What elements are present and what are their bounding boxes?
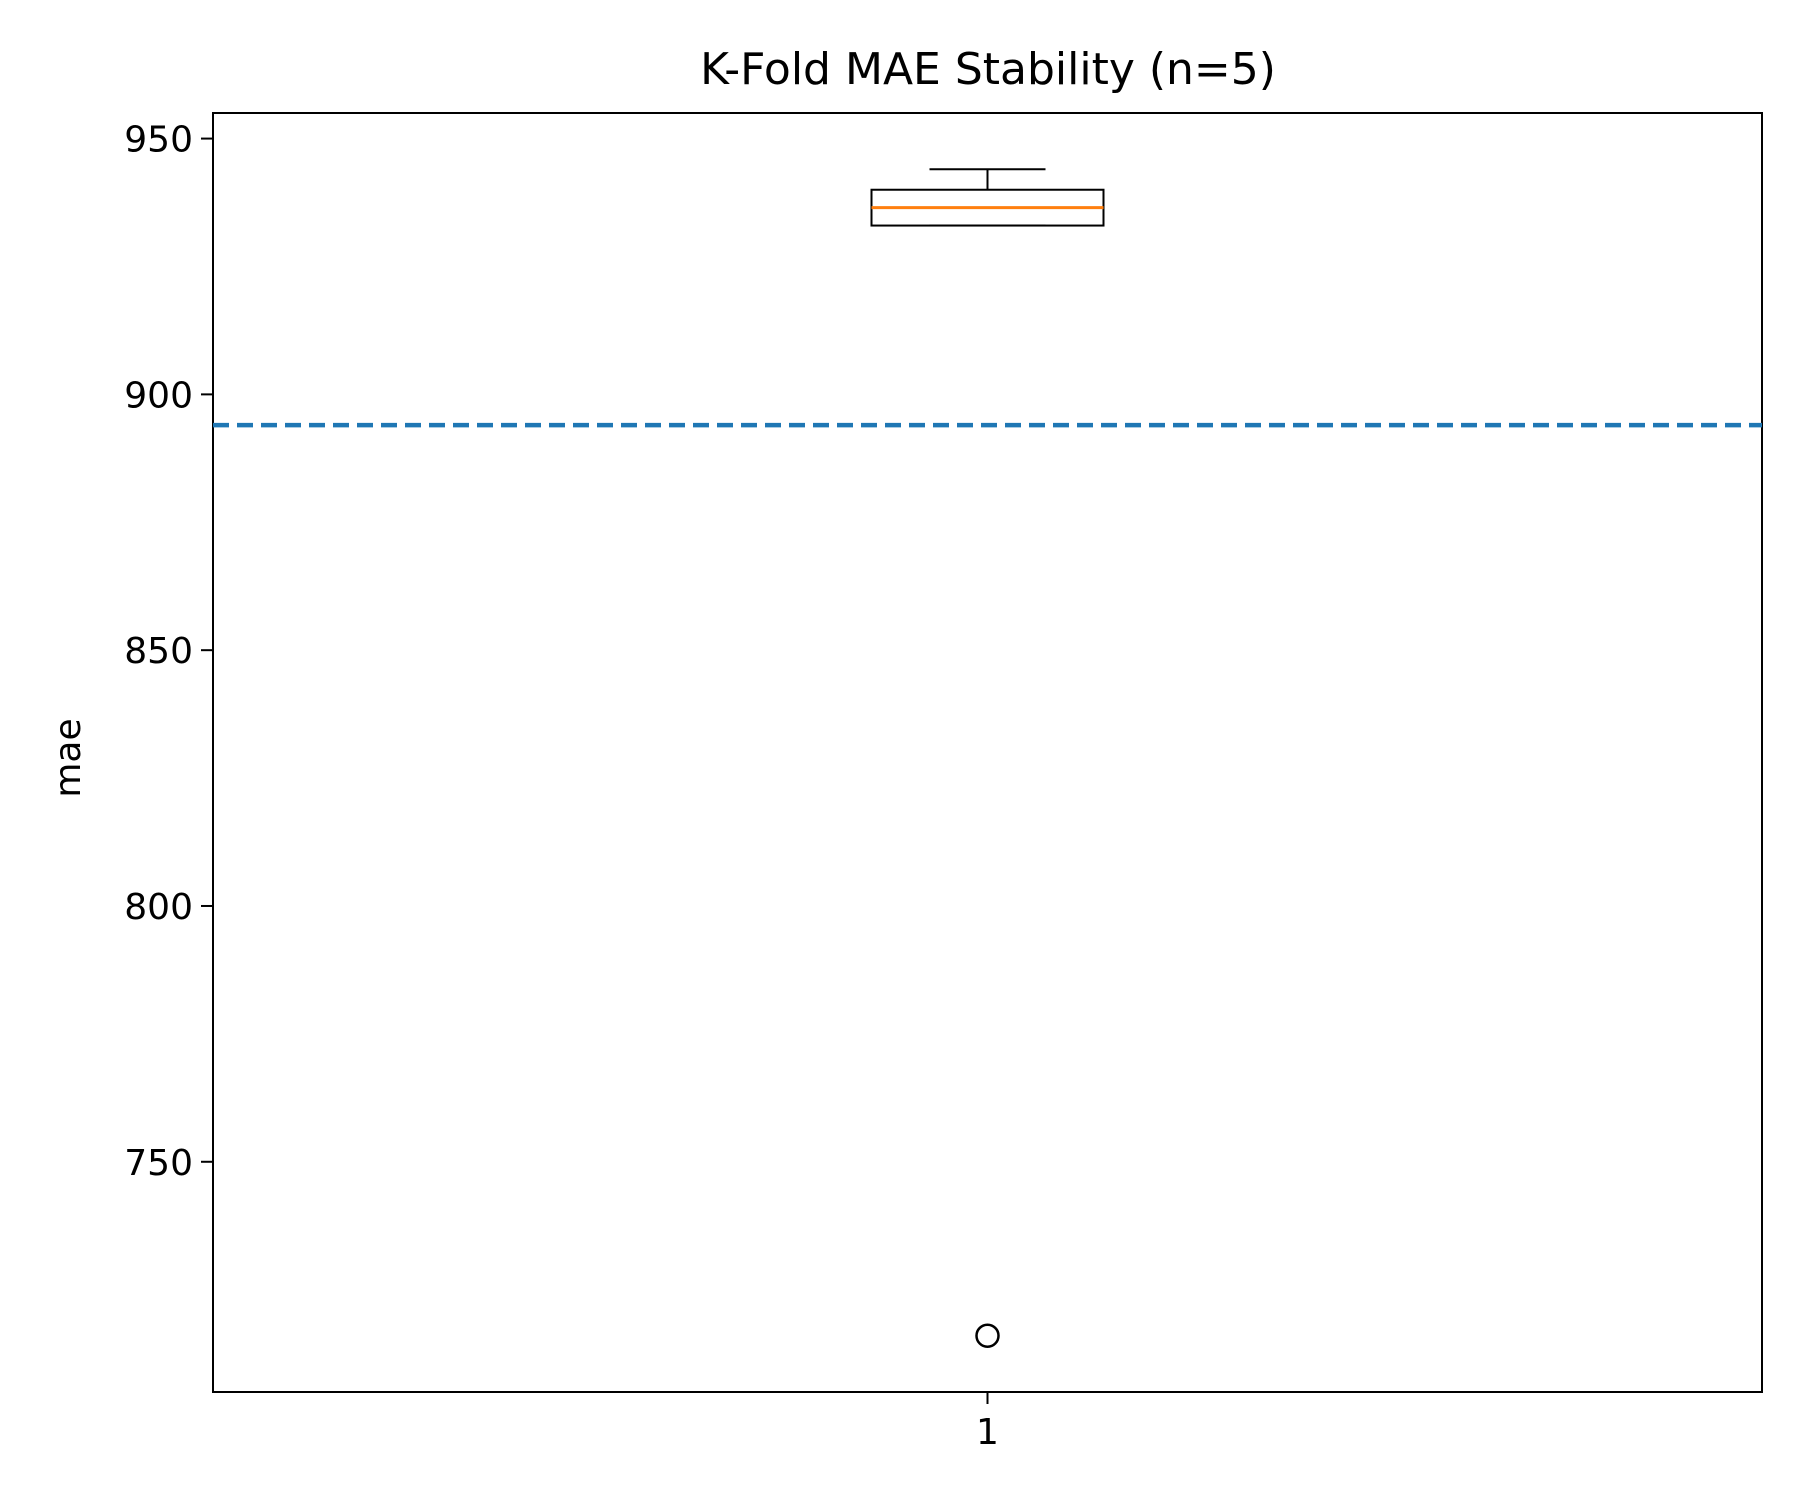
y-tick-label: 950 [124, 120, 193, 161]
y-tick-label: 900 [124, 375, 193, 416]
x-tick-label: 1 [976, 1412, 999, 1453]
y-tick-label: 750 [124, 1143, 193, 1184]
y-axis-label: mae [48, 718, 89, 797]
outlier-point [975, 1323, 1000, 1348]
axes-frame [212, 112, 1763, 1393]
y-tick-label: 800 [124, 887, 193, 928]
y-tick-label: 850 [124, 631, 193, 672]
plot-area: 750 800 850 900 950 1 [124, 112, 1763, 1453]
chart-title: K-Fold MAE Stability (n=5) [700, 44, 1276, 95]
